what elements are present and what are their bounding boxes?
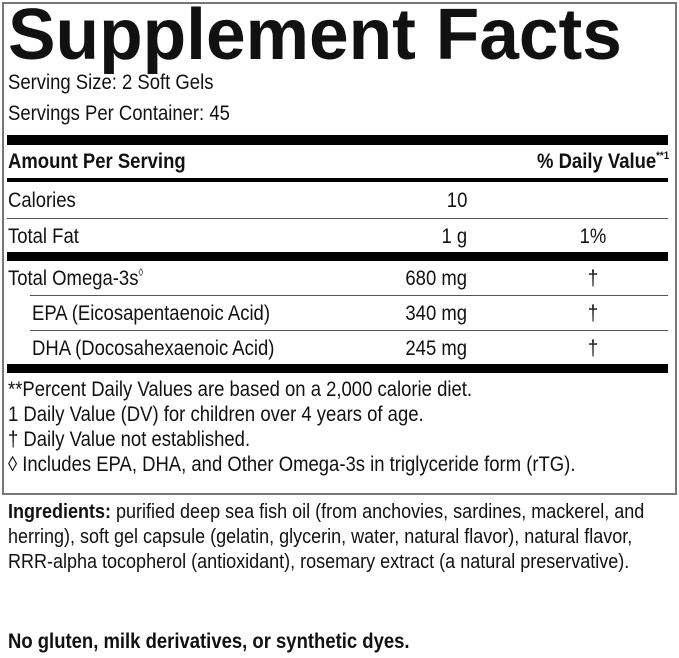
nutrient-name: DHA (Docosahexaenoic Acid) [32, 337, 275, 360]
nutrient-name: EPA (Eicosapentaenoic Acid) [32, 302, 270, 325]
footnote: ◊ Includes EPA, DHA, and Other Omega-3s … [8, 453, 576, 476]
supplement-facts-panel [2, 2, 677, 495]
daily-value-label: % Daily Value [536, 150, 657, 173]
ingredients-text: purified deep sea fish oil (from anchovi… [8, 501, 645, 573]
daily-value-mark: **1 [656, 150, 669, 162]
nutrient-amount: 10 [446, 189, 467, 212]
row-divider [30, 295, 668, 296]
servings-per-container: Servings Per Container: 45 [8, 102, 230, 125]
row-divider [7, 218, 668, 219]
nutrient-dv: 1% [579, 225, 607, 248]
divider-thick [7, 252, 668, 261]
nutrient-amount: 245 mg [405, 337, 467, 360]
footnote-mark: ◊ [138, 267, 144, 279]
panel-title: Supplement Facts [8, 0, 622, 75]
nutrient-dv: † [587, 267, 599, 290]
footnote: **Percent Daily Values are based on a 2,… [8, 378, 473, 401]
nutrient-name: Total Omega-3s◊ [8, 267, 143, 291]
divider-thick [7, 364, 668, 373]
ingredients: Ingredients: purified deep sea fish oil … [8, 500, 674, 575]
divider [7, 178, 668, 182]
ingredients-label: Ingredients: [8, 501, 112, 523]
divider-thick [7, 135, 668, 145]
nutrient-dv: † [587, 337, 599, 360]
nutrient-dv: † [587, 302, 599, 325]
footnote: † Daily Value not established. [8, 428, 251, 451]
free-from-statement: No gluten, milk derivatives, or syntheti… [8, 630, 410, 653]
nutrient-name: Total Fat [8, 225, 79, 248]
amount-per-serving-header: Amount Per Serving [8, 150, 186, 173]
row-divider [30, 330, 668, 331]
nutrient-amount: 680 mg [405, 267, 467, 290]
serving-size: Serving Size: 2 Soft Gels [8, 71, 214, 94]
nutrient-amount: 1 g [441, 225, 467, 248]
footnote: 1 Daily Value (DV) for children over 4 y… [8, 403, 424, 426]
nutrient-label: Total Omega-3s [8, 267, 139, 290]
daily-value-header: % Daily Value**1 [537, 150, 669, 174]
nutrient-amount: 340 mg [405, 302, 467, 325]
nutrient-name: Calories [8, 189, 76, 212]
